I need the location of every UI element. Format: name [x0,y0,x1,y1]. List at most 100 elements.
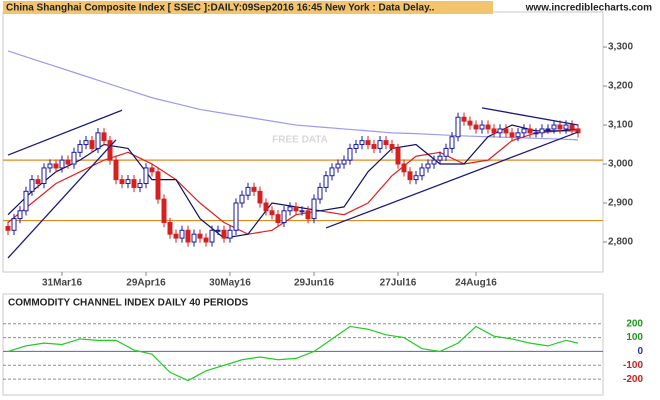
indicator-frame [2,293,604,396]
y-tick-label: 3,000 [608,159,633,170]
candle-body [251,186,257,192]
y-tick-label: 3,300 [608,42,633,53]
candle-body [203,237,209,243]
candle-body [257,190,263,204]
candle-body [317,186,323,200]
candle-body [83,140,89,146]
y-tick-label: 3,200 [608,81,633,92]
candle-body [359,140,365,146]
candle-body [185,229,191,243]
candle-body [503,128,509,134]
candle-body [209,229,215,243]
candle-body [77,144,83,153]
x-tick-label: 27Jul16 [380,278,417,289]
watermark: FREE DATA [272,135,328,146]
candle-body [395,147,401,165]
x-tick-label: 30May16 [209,278,251,289]
candle-body [239,194,245,204]
candle-body [551,124,557,130]
candle-body [455,116,461,138]
candle-body [5,225,11,231]
candle-body [197,233,203,239]
candle-body [125,179,131,185]
candle-body [473,124,479,130]
candle-body [557,124,563,130]
candle-body [287,206,293,212]
candle-body [563,124,569,130]
y-tick-label: 0 [637,346,643,357]
candle-body [515,132,521,138]
y-tick-label: 3,100 [608,120,633,131]
candle-body [323,175,329,188]
candle-body [29,179,35,192]
y-tick-label: 100 [626,332,643,343]
trendline [7,109,123,156]
candle-body [53,163,59,169]
candle-body [47,163,53,169]
candle-body [95,132,101,149]
chart-title: China Shanghai Composite Index [ SSEC ]:… [6,3,435,14]
candle-body [425,163,431,169]
candle-body [17,210,23,220]
candle-body [371,144,377,149]
candle-body [569,124,575,130]
candle-body [143,167,149,185]
candle-body [365,140,371,146]
candle-body [113,159,119,181]
candle-body [35,179,41,185]
candle-body [11,218,17,231]
y-tick-label: -100 [623,360,643,371]
candle-body [41,167,47,185]
candle-body [545,128,551,131]
candle-body [191,233,197,243]
indicator-title: COMMODITY CHANNEL INDEX DAILY 40 PERIODS [8,298,249,309]
candle-body [281,210,287,223]
candle-body [449,136,455,149]
x-tick-label: 31Mar16 [42,278,82,289]
candle-body [179,229,185,239]
candle-body [269,210,275,216]
candle-body [215,229,221,232]
source-label: www.incrediblecharts.com [525,3,652,14]
candle-body [59,159,65,169]
candle-body [233,202,239,231]
y-tick-label: -200 [623,374,643,385]
candle-body [311,198,317,220]
candle-body [461,116,467,122]
candle-body [167,221,173,235]
trendline [325,131,579,229]
candle-body [263,202,269,212]
candle-body [443,147,449,157]
candle-body [407,171,413,181]
candle-body [173,233,179,239]
candle-body [389,144,395,149]
candle-body [137,183,143,188]
candle-body [227,229,233,239]
candle-body [539,128,545,134]
candle-body [131,179,137,188]
candle-body [293,206,299,212]
candle-body [155,171,161,200]
candle-body [221,229,227,239]
candle-body [71,151,77,165]
candle-body [107,140,113,161]
candle-body [23,190,29,212]
candle-body [497,128,503,134]
candle-body [101,132,107,142]
candle-body [149,167,155,173]
candle-body [413,175,419,181]
trendline [481,107,579,126]
candle-body [353,144,359,149]
candle-body [521,128,527,134]
candle-body [245,186,251,196]
candle-body [89,140,95,149]
candle-body [479,124,485,130]
candle-body [299,210,305,213]
trendline [7,139,117,259]
x-tick-label: 24Aug16 [455,278,497,289]
candle-body [527,128,533,134]
candle-body [575,128,581,134]
candle-body [377,140,383,149]
